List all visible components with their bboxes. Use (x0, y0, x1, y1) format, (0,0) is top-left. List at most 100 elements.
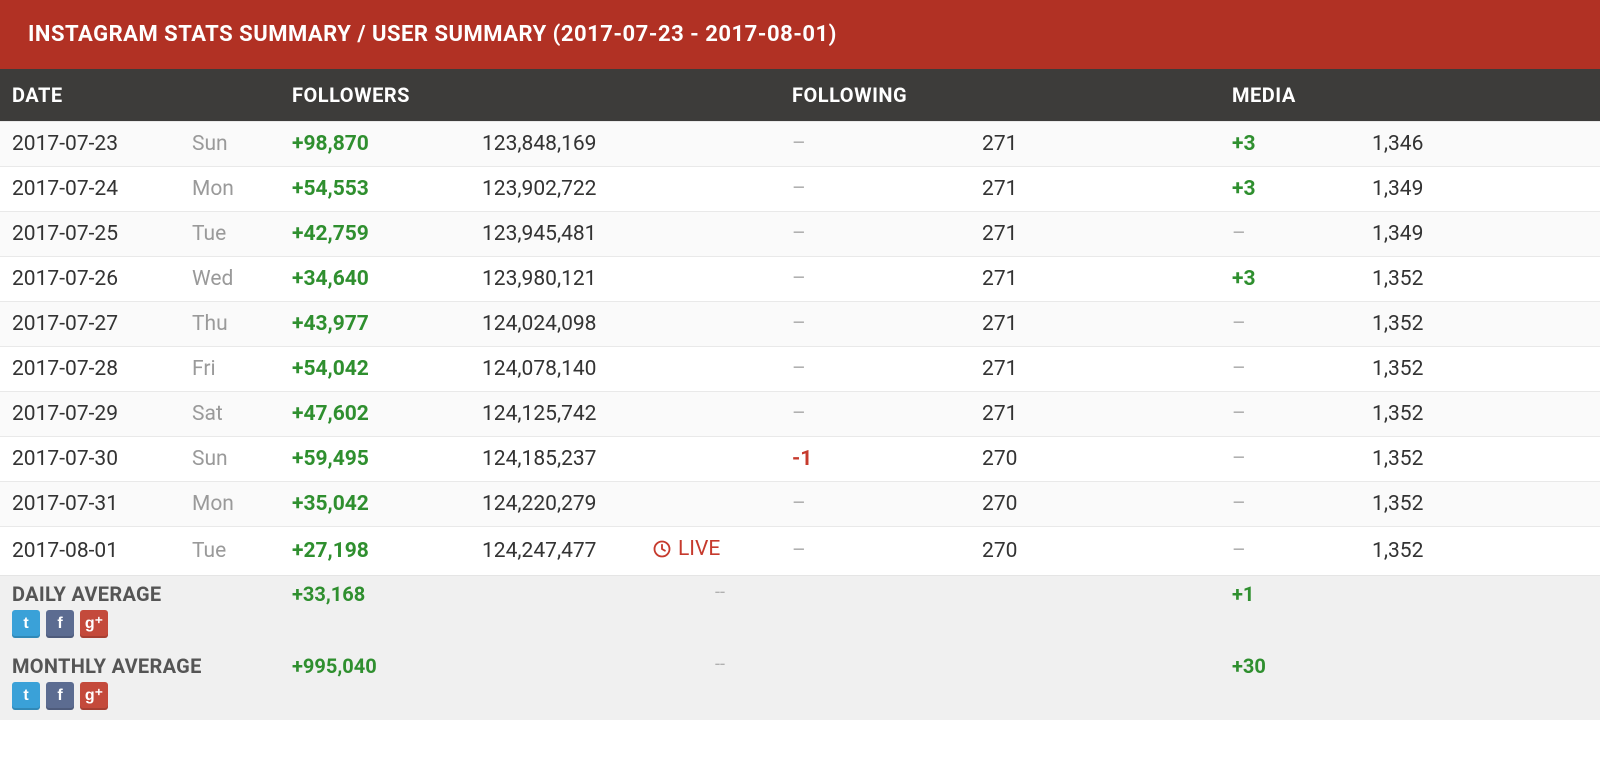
table-row: 2017-07-30 Sun +59,495 124,185,237 -1 27… (0, 437, 1600, 482)
cell-media-delta: +3 (1220, 257, 1360, 302)
cell-followers-delta: +43,977 (280, 302, 470, 347)
col-following: FOLLOWING (780, 69, 1220, 122)
cell-date: 2017-07-25 (0, 212, 180, 257)
cell-media-total: 1,352 (1360, 302, 1600, 347)
cell-followers-total: 124,078,140 (470, 347, 640, 392)
cell-day: Tue (180, 527, 280, 576)
stats-table: DATE FOLLOWERS FOLLOWING MEDIA 2017-07-2… (0, 69, 1600, 720)
cell-following-delta: -1 (780, 437, 970, 482)
live-label: LIVE (678, 537, 720, 561)
table-header: DATE FOLLOWERS FOLLOWING MEDIA (0, 69, 1600, 122)
cell-following-total: 271 (970, 167, 1220, 212)
gplus-icon[interactable]: g⁺ (80, 682, 108, 710)
summary-media-delta: +1 (1220, 576, 1360, 649)
summary-label: MONTHLY AVERAGE (12, 654, 268, 678)
cell-date: 2017-08-01 (0, 527, 180, 576)
summary-followers-delta: +33,168 (280, 576, 470, 649)
cell-followers-delta: +59,495 (280, 437, 470, 482)
cell-live (640, 347, 780, 392)
cell-following-total: 271 (970, 257, 1220, 302)
cell-media-delta: – (1220, 392, 1360, 437)
cell-following-delta: – (780, 482, 970, 527)
cell-live (640, 257, 780, 302)
cell-media-total: 1,352 (1360, 437, 1600, 482)
cell-media-delta: – (1220, 527, 1360, 576)
cell-followers-total: 124,247,477 (470, 527, 640, 576)
facebook-icon[interactable]: f (46, 682, 74, 710)
cell-day: Mon (180, 167, 280, 212)
cell-media-total: 1,352 (1360, 392, 1600, 437)
cell-followers-total: 124,185,237 (470, 437, 640, 482)
cell-following-total: 271 (970, 392, 1220, 437)
share-icons: t f g⁺ (12, 682, 268, 710)
cell-followers-delta: +47,602 (280, 392, 470, 437)
cell-following-delta: – (780, 167, 970, 212)
cell-media-delta: +3 (1220, 167, 1360, 212)
cell-followers-delta: +34,640 (280, 257, 470, 302)
cell-date: 2017-07-30 (0, 437, 180, 482)
cell-live (640, 482, 780, 527)
cell-live (640, 212, 780, 257)
cell-followers-delta: +98,870 (280, 122, 470, 167)
cell-day: Sun (180, 437, 280, 482)
cell-media-delta: – (1220, 347, 1360, 392)
facebook-icon[interactable]: f (46, 610, 74, 638)
cell-live (640, 302, 780, 347)
table-row: 2017-07-27 Thu +43,977 124,024,098 – 271… (0, 302, 1600, 347)
cell-followers-total: 123,980,121 (470, 257, 640, 302)
cell-media-total: 1,352 (1360, 482, 1600, 527)
summary-label-cell: DAILY AVERAGE t f g⁺ (0, 576, 280, 649)
cell-date: 2017-07-26 (0, 257, 180, 302)
table-row: 2017-07-24 Mon +54,553 123,902,722 – 271… (0, 167, 1600, 212)
cell-followers-total: 123,902,722 (470, 167, 640, 212)
twitter-icon[interactable]: t (12, 610, 40, 638)
gplus-icon[interactable]: g⁺ (80, 610, 108, 638)
cell-followers-total: 123,945,481 (470, 212, 640, 257)
cell-following-total: 271 (970, 347, 1220, 392)
col-date: DATE (0, 69, 280, 122)
cell-media-total: 1,349 (1360, 212, 1600, 257)
twitter-icon[interactable]: t (12, 682, 40, 710)
cell-following-total: 270 (970, 527, 1220, 576)
panel-title: INSTAGRAM STATS SUMMARY / USER SUMMARY (… (0, 0, 1600, 69)
cell-followers-total: 124,220,279 (470, 482, 640, 527)
cell-following-total: 270 (970, 482, 1220, 527)
cell-following-delta: – (780, 212, 970, 257)
cell-following-total: 270 (970, 437, 1220, 482)
summary-spacer (970, 576, 1220, 649)
cell-live (640, 167, 780, 212)
col-media: MEDIA (1220, 69, 1600, 122)
cell-day: Fri (180, 347, 280, 392)
summary-followers-delta: +995,040 (280, 648, 470, 720)
cell-live: LIVE (640, 527, 780, 576)
cell-date: 2017-07-23 (0, 122, 180, 167)
table-row: 2017-07-26 Wed +34,640 123,980,121 – 271… (0, 257, 1600, 302)
table-row: 2017-08-01 Tue +27,198 124,247,477 LIVE … (0, 527, 1600, 576)
stats-panel: INSTAGRAM STATS SUMMARY / USER SUMMARY (… (0, 0, 1600, 720)
cell-followers-delta: +54,553 (280, 167, 470, 212)
col-followers: FOLLOWERS (280, 69, 780, 122)
cell-followers-delta: +35,042 (280, 482, 470, 527)
cell-following-delta: – (780, 257, 970, 302)
cell-followers-delta: +54,042 (280, 347, 470, 392)
cell-media-total: 1,352 (1360, 527, 1600, 576)
cell-following-delta: – (780, 527, 970, 576)
cell-day: Wed (180, 257, 280, 302)
cell-media-delta: – (1220, 482, 1360, 527)
summary-media-delta: +30 (1220, 648, 1360, 720)
table-row: 2017-07-23 Sun +98,870 123,848,169 – 271… (0, 122, 1600, 167)
summary-spacer-2 (1360, 576, 1600, 649)
cell-date: 2017-07-29 (0, 392, 180, 437)
table-row: 2017-07-31 Mon +35,042 124,220,279 – 270… (0, 482, 1600, 527)
cell-media-total: 1,352 (1360, 257, 1600, 302)
cell-following-delta: – (780, 302, 970, 347)
cell-media-total: 1,352 (1360, 347, 1600, 392)
cell-following-delta: – (780, 122, 970, 167)
cell-followers-delta: +27,198 (280, 527, 470, 576)
summary-spacer-2 (1360, 648, 1600, 720)
cell-followers-delta: +42,759 (280, 212, 470, 257)
summary-center: -- (470, 576, 970, 649)
table-row: 2017-07-25 Tue +42,759 123,945,481 – 271… (0, 212, 1600, 257)
cell-media-delta: – (1220, 212, 1360, 257)
cell-media-delta: +3 (1220, 122, 1360, 167)
